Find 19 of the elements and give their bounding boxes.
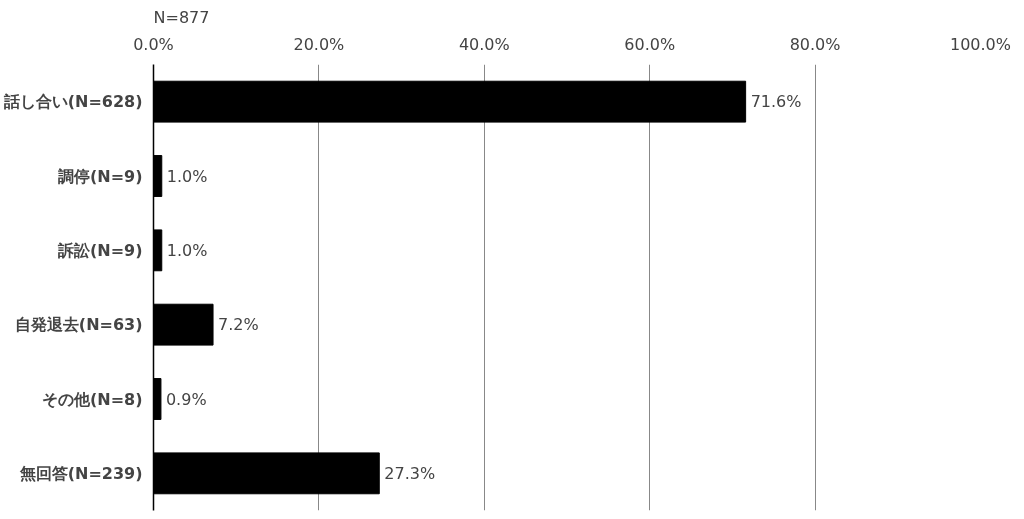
data-label: 0.9%: [165, 389, 207, 409]
data-label: 7.2%: [218, 315, 259, 335]
data-label: 1.0%: [166, 166, 208, 186]
y-tick-label: 調停(N=9): [57, 166, 143, 186]
x-tick-label: 20.0%: [293, 34, 345, 54]
x-tick-label: 0.0%: [133, 34, 174, 54]
data-label: 1.0%: [166, 240, 208, 260]
y-tick-label: その他(N=8): [41, 389, 143, 409]
data-label: 71.6%: [750, 92, 802, 112]
x-tick-label: 40.0%: [458, 34, 510, 54]
y-tick-label: 自発退去(N=63): [14, 315, 143, 335]
data-label: 27.3%: [384, 463, 436, 483]
y-tick-label: 話し合い(N=628): [2, 92, 143, 112]
chart-title: N=877: [153, 7, 210, 27]
x-tick-label: 60.0%: [624, 34, 676, 54]
y-tick-label: 訴訟(N=9): [56, 240, 143, 260]
y-tick-label: 無回答(N=239): [18, 463, 143, 483]
x-tick-label: 100.0%: [950, 34, 1012, 54]
x-tick-label: 80.0%: [789, 34, 841, 54]
